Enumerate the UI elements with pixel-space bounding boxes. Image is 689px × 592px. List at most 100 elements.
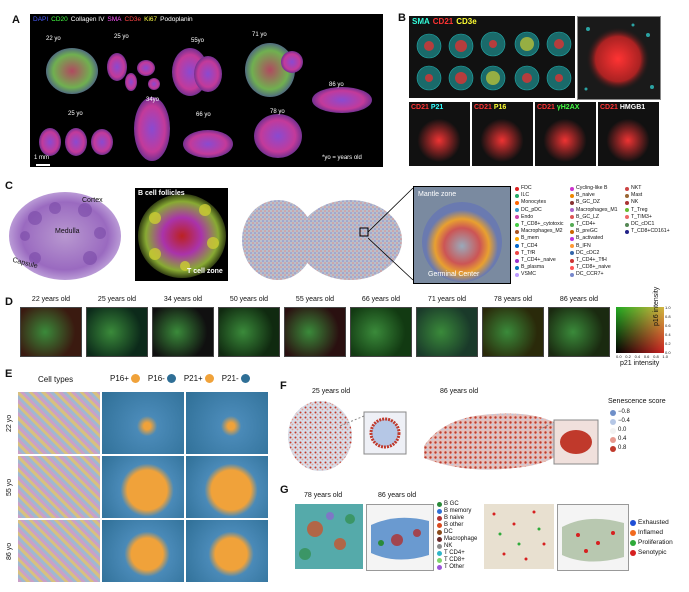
e-legend-p21pos: P21+	[184, 374, 214, 383]
legend-dot-icon	[630, 550, 636, 556]
legend-dot-icon	[515, 215, 519, 220]
d-image-tile	[416, 307, 478, 357]
c-legend-item: Monocytes	[515, 199, 575, 206]
colormap-x-ticks: 0.0 0.2 0.4 0.6 0.8 1.0	[616, 354, 668, 359]
c-legend-text: T_TfR	[521, 249, 536, 256]
g-legend-celltype-text: T Other	[444, 564, 465, 570]
age-71: 71 yo	[252, 32, 267, 38]
legend-dot-icon	[610, 445, 616, 452]
g-legend-celltype-item: NK	[437, 543, 477, 550]
legend-dot-icon	[610, 436, 616, 443]
legend-dot-icon	[610, 418, 616, 425]
f-legend-text: 0.4	[618, 436, 627, 442]
d-age-label: 25 years old	[97, 296, 137, 303]
legend-dot-icon	[515, 208, 519, 213]
c-legend-item: B_GC_LZ	[570, 214, 630, 221]
legend-dot-icon	[625, 222, 629, 227]
colormap-y-tick: 0.6	[665, 323, 671, 328]
legend-dot-icon	[570, 201, 574, 205]
b-tile-p16: CD21 P16	[472, 102, 533, 166]
panel-c-label: C	[5, 180, 13, 192]
legend-dot-icon	[515, 201, 519, 205]
e-spatial-tile	[186, 520, 268, 582]
f-legend-item: 0.8	[610, 444, 630, 453]
g-map-78-states	[484, 504, 554, 569]
e-legend-p16neg: P16-	[148, 374, 176, 383]
g-legend-celltypes: B GC B memory B naive B other DC Macrophage NK…	[437, 501, 477, 571]
panel-b-zoom-image	[577, 16, 661, 100]
p16-p21-colormap	[616, 307, 664, 353]
f-legend-text: 0.8	[618, 445, 627, 451]
colormap-ylabel: p16 intensity	[653, 286, 660, 326]
stain-dapi: DAPI	[33, 16, 49, 23]
b-legend-cd21: CD21	[432, 17, 454, 26]
legend-dot-icon	[437, 537, 442, 542]
legend-dot-icon	[515, 237, 519, 242]
c-legend-item: DC_cDC2	[570, 250, 630, 257]
age-78: 78 yo	[270, 109, 285, 115]
e-spatial-tile	[18, 520, 100, 582]
f-legend-item: 0.0	[610, 426, 630, 435]
colormap-y-tick: 0.4	[665, 332, 671, 337]
c-legend-text: DC_pDC	[521, 206, 542, 213]
legend-dot-icon	[570, 258, 574, 263]
panel-c-germinal-zoom: Mantle zone Germinal Center	[413, 186, 511, 284]
c-legend-item: Cycling-like B	[570, 185, 630, 192]
c-legend-text: T_CD8+_cytotoxic	[521, 221, 564, 228]
stain-cd20: CD20	[51, 16, 68, 23]
colormap-y-tick: 0.0	[665, 350, 671, 355]
colormap-y-tick: 0.2	[665, 341, 671, 346]
c-legend-item: T_CD4+	[570, 221, 630, 228]
scale-bar	[36, 164, 50, 166]
age-34: 34yo	[146, 97, 160, 103]
legend-dot-icon	[625, 193, 629, 198]
legend-dot-icon	[570, 265, 574, 270]
legend-dot-icon	[515, 258, 519, 263]
c-legend-item: T_CD4	[515, 243, 575, 250]
g-legend-celltype-text: NK	[444, 543, 453, 549]
stain-sma: SMA	[107, 16, 122, 23]
panel-f-label: F	[280, 380, 287, 392]
c-legend-item: T_CD8+_naive	[570, 264, 630, 271]
panel-g-label: G	[280, 484, 289, 496]
b-tile-h2ax: CD21 γH2AX	[535, 102, 596, 166]
g-legend-celltype-text: B other	[444, 522, 464, 528]
g-legend-celltype-item: B memory	[437, 508, 477, 515]
e-header-cell-types: Cell types	[38, 375, 74, 384]
g-legend-celltype-text: Macrophage	[444, 536, 478, 542]
c-legend-item: DC_pDC	[515, 207, 575, 214]
c-legend-text: B_GC_LZ	[576, 213, 600, 220]
g-legend-state-text: Exhausted	[638, 519, 669, 526]
label-b-follicles: B cell follicles	[138, 190, 185, 197]
g-legend-state-item: Exhausted	[630, 518, 673, 528]
c-legend-text: DC_cDC1	[631, 221, 655, 228]
panel-c-spatial-map	[242, 200, 402, 280]
panel-d-label: D	[5, 296, 13, 308]
c-legend-text: Mast	[631, 192, 643, 199]
label-germinal-center: Germinal Center	[428, 271, 480, 278]
f-legend-item: −0.8	[610, 408, 630, 417]
colormap-x-tick: 0.8	[653, 354, 659, 359]
d-image-tile	[86, 307, 148, 357]
panel-e-grid: 22 yo 55 yo 86 yo	[6, 392, 271, 587]
panel-a-stain-legend: DAPI CD20 Collagen IV SMA CD3e Ki67 Podo…	[33, 16, 193, 23]
g-legend-celltype-text: B memory	[444, 508, 472, 514]
legend-dot-icon	[570, 273, 574, 278]
legend-dot-icon	[610, 427, 616, 434]
scale-label: 1 mm	[34, 155, 49, 161]
legend-dot-icon	[570, 193, 574, 198]
stain-collagen: Collagen IV	[70, 16, 105, 23]
c-legend-text: Endo	[521, 213, 534, 220]
c-legend-item: T_Treg	[625, 207, 689, 214]
panel-f-senescence-maps	[288, 401, 599, 471]
c-legend-item: Mast	[625, 192, 689, 199]
c-legend-text: B_preGC	[576, 228, 598, 235]
g-legend-state-text: Proliferation	[638, 539, 673, 546]
legend-dot-icon	[570, 215, 574, 220]
legend-dot-icon	[630, 530, 636, 536]
d-image-tile	[482, 307, 544, 357]
c-legend-text: DC_cDC2	[576, 249, 600, 256]
g-map-86-celltypes	[366, 504, 434, 571]
legend-dot-icon	[570, 251, 574, 256]
legend-dot-icon	[570, 237, 574, 242]
